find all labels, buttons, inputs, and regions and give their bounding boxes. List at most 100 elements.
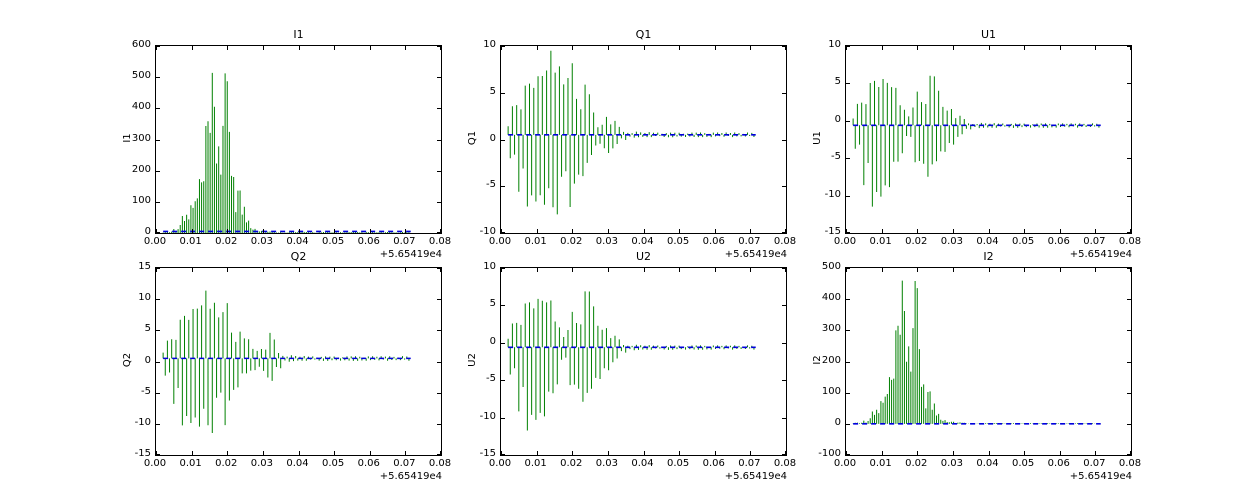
x-tick-label: 0.02	[905, 458, 928, 469]
x-offset-label: +5.65419e4	[379, 471, 442, 482]
x-tick-label: 0.02	[560, 236, 583, 247]
subplot-i2: I2 I2 -100 0 100 200 300 400 500 0.00 0.01 0.02 0.03…	[810, 248, 1155, 484]
subplot-i1: I1 I1 0 100 200 300 400 500 600 0.00 0.01 0.02 0.03 0…	[120, 26, 465, 262]
y-tick-label: 0	[489, 132, 496, 144]
y-tick-label: 500	[131, 70, 151, 82]
y-tick-label: 5	[834, 76, 841, 88]
y-tick-label: 100	[821, 385, 841, 397]
y-tick-label: -10	[479, 226, 496, 237]
x-tick-label: 0.04	[976, 236, 999, 247]
y-tick-label: 10	[483, 39, 496, 50]
y-tick-label: 200	[821, 354, 841, 366]
x-tick-label: 0.04	[286, 236, 309, 247]
y-tick-label: -5	[486, 179, 496, 191]
x-tick-label: 0.00	[833, 236, 857, 247]
x-tick-label: 0.06	[357, 458, 380, 469]
x-tick-label: 0.07	[1083, 458, 1106, 469]
x-tick-label: 0.00	[488, 236, 512, 247]
x-tick-label: 0.05	[666, 236, 690, 247]
plot-area	[500, 267, 787, 456]
y-tick-label: 0	[144, 354, 151, 366]
x-tick-label: 0.03	[940, 458, 963, 469]
y-tick-label: -5	[831, 151, 841, 163]
x-tick-label: 0.04	[631, 458, 654, 469]
x-tick-label: 0.04	[631, 236, 654, 247]
y-tick-label: 10	[483, 261, 496, 272]
x-tick-label: 0.06	[1047, 236, 1070, 247]
plot-area	[155, 45, 442, 234]
x-offset-label: +5.65419e4	[724, 471, 787, 482]
x-tick-label: 0.08	[428, 458, 452, 469]
y-tick-label: 300	[821, 323, 841, 335]
x-tick-label: 0.08	[773, 236, 797, 247]
x-tick-label: 0.06	[357, 236, 380, 247]
y-tick-label: 500	[821, 261, 841, 272]
x-tick-label: 0.03	[595, 236, 618, 247]
y-tick-label: -10	[479, 410, 496, 422]
y-axis-label: U1	[812, 131, 823, 145]
y-tick-label: 0	[834, 113, 841, 125]
x-tick-label: 0.01	[869, 458, 892, 469]
x-tick-label: 0.06	[702, 458, 725, 469]
x-tick-label: 0.01	[524, 236, 547, 247]
subplot-title: I2	[983, 250, 994, 263]
x-tick-label: 0.00	[488, 458, 512, 469]
x-tick-label: 0.08	[1118, 236, 1142, 247]
y-tick-label: 400	[131, 101, 151, 113]
x-tick-label: 0.02	[905, 236, 928, 247]
y-tick-label: -15	[824, 226, 841, 237]
subplot-q1: Q1 Q1 -10 -5 0 5 10 0.00 0.01 0.02 0.03 0.04 0.05 0.0…	[465, 26, 810, 262]
x-offset-label: +5.65419e4	[1069, 249, 1132, 260]
x-tick-label: 0.03	[250, 236, 273, 247]
x-tick-label: 0.05	[1011, 236, 1035, 247]
y-tick-label: 10	[138, 292, 151, 304]
y-tick-label: -10	[134, 416, 151, 428]
plot-area	[500, 45, 787, 234]
y-tick-label: 600	[131, 39, 151, 50]
y-tick-label: 200	[131, 163, 151, 175]
signal-canvas	[846, 46, 1131, 233]
x-tick-label: 0.08	[1118, 458, 1142, 469]
signal-canvas	[501, 46, 786, 233]
y-tick-label: 10	[828, 39, 841, 50]
subplot-title: Q1	[635, 28, 652, 41]
x-offset-label: +5.65419e4	[1069, 471, 1132, 482]
subplot-u1: U1 U1 -15 -10 -5 0 5 10 0.00 0.01 0.02 0.03 0.04 0.05…	[810, 26, 1155, 262]
y-tick-label: 15	[138, 261, 151, 272]
plot-area	[155, 267, 442, 456]
y-tick-label: 5	[489, 85, 496, 97]
x-tick-label: 0.05	[321, 236, 345, 247]
x-tick-label: 0.05	[666, 458, 690, 469]
x-tick-label: 0.07	[738, 458, 761, 469]
y-tick-label: 100	[131, 194, 151, 206]
y-tick-label: -15	[479, 448, 496, 459]
subplot-title: Q2	[290, 250, 307, 263]
x-tick-label: 0.06	[702, 236, 725, 247]
x-tick-label: 0.07	[1083, 236, 1106, 247]
signal-canvas	[156, 46, 441, 233]
y-tick-label: -5	[141, 385, 151, 397]
y-tick-label: -100	[818, 448, 841, 459]
x-tick-label: 0.00	[143, 236, 167, 247]
x-tick-label: 0.07	[738, 236, 761, 247]
signal-canvas	[501, 268, 786, 455]
x-tick-label: 0.02	[560, 458, 583, 469]
y-tick-label: 0	[144, 226, 151, 237]
y-tick-label: 5	[489, 298, 496, 310]
x-tick-label: 0.03	[250, 458, 273, 469]
subplot-q2: Q2 Q2 -15 -10 -5 0 5 10 15 0.00 0.01 0.02 0.03 0.04 0.…	[120, 248, 465, 484]
x-tick-label: 0.06	[1047, 458, 1070, 469]
y-tick-label: 5	[144, 323, 151, 335]
subplot-title: U2	[635, 250, 652, 263]
x-tick-label: 0.00	[833, 458, 857, 469]
plot-area	[845, 45, 1132, 234]
y-tick-label: 0	[834, 416, 841, 428]
signal-canvas	[156, 268, 441, 455]
subplot-title: U1	[980, 28, 997, 41]
x-tick-label: 0.04	[286, 458, 309, 469]
x-tick-label: 0.01	[869, 236, 892, 247]
y-tick-label: -5	[486, 373, 496, 385]
x-tick-label: 0.01	[524, 458, 547, 469]
signal-canvas	[846, 268, 1131, 455]
